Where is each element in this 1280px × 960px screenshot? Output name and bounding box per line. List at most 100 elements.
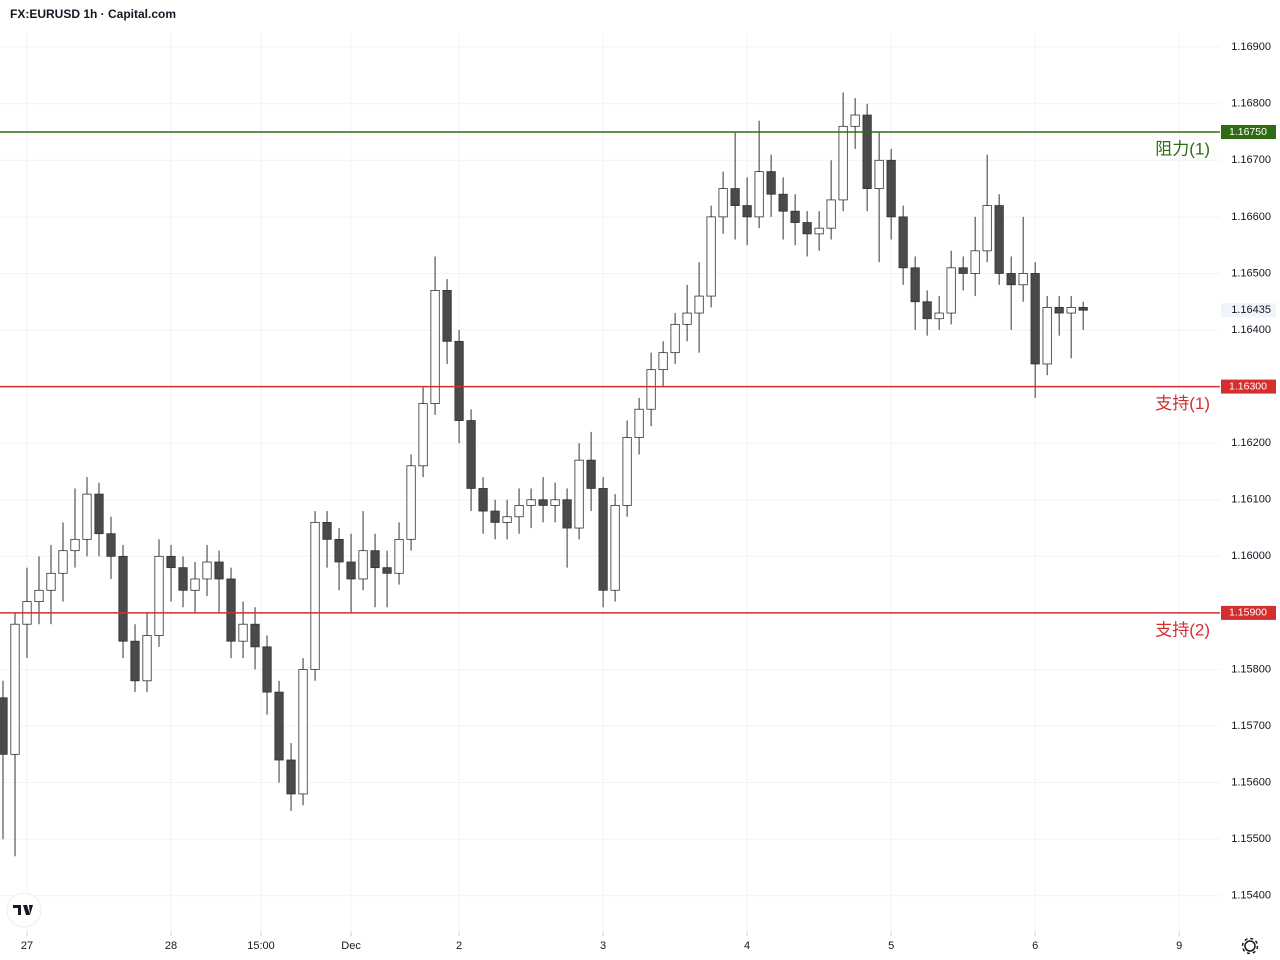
x-tick-label: 5 — [888, 940, 894, 952]
x-tick-label: 4 — [744, 940, 750, 952]
candle-body — [778, 193, 788, 212]
candle-body — [670, 323, 680, 354]
candle-body — [502, 516, 512, 523]
candle-body — [58, 550, 68, 574]
candle-body — [982, 205, 992, 252]
candle-body — [730, 188, 740, 206]
candle-body — [466, 420, 476, 489]
x-tick-label: 15:00 — [247, 940, 275, 952]
x-tick-label: 2 — [456, 940, 462, 952]
candle-body — [298, 669, 308, 795]
candle-body — [358, 550, 368, 580]
candle-body — [94, 493, 104, 535]
x-tick-label: 6 — [1032, 940, 1038, 952]
candle-body — [574, 459, 584, 529]
candle-body — [958, 267, 968, 274]
x-tick-label: 27 — [21, 940, 33, 952]
candle-body — [526, 499, 536, 506]
grid: 1.15400 1.15500 1.15600 1.15700 1.15800 1.159… — [0, 33, 1271, 952]
last-price-tag — [1221, 303, 1276, 318]
candle-body — [322, 521, 332, 540]
candle-body — [826, 199, 836, 229]
candle-body — [562, 499, 572, 529]
x-tick-label: Dec — [341, 940, 361, 952]
candle-body — [910, 267, 920, 303]
y-tick-label: 1.16500 — [1231, 267, 1271, 279]
candle-body — [994, 205, 1004, 274]
candle-body — [370, 550, 380, 569]
tv-logo — [6, 892, 42, 928]
candle-body — [634, 408, 644, 438]
y-tick-label: 1.15600 — [1231, 777, 1271, 789]
y-tick-label: 1.16400 — [1231, 324, 1271, 336]
candle-body — [1078, 306, 1088, 311]
y-tick-label: 1.16100 — [1231, 494, 1271, 506]
candle-body — [190, 578, 200, 591]
x-tick-label: 3 — [600, 940, 606, 952]
candle-body — [754, 171, 764, 218]
candle-body — [166, 555, 176, 569]
candle-body — [442, 290, 452, 342]
candle-body — [202, 561, 212, 580]
candle-body — [706, 216, 716, 297]
candle-body — [586, 459, 596, 489]
candle-body — [70, 538, 80, 552]
candle-body — [598, 488, 608, 591]
level-name: 支持(1) — [1155, 394, 1210, 413]
y-tick-label: 1.15500 — [1231, 833, 1271, 845]
candle-body — [946, 267, 956, 314]
candle-body — [334, 538, 344, 563]
y-tick-label: 1.16900 — [1231, 41, 1271, 53]
y-tick-label: 1.16700 — [1231, 154, 1271, 166]
settings-icon[interactable] — [1241, 937, 1259, 955]
candle-body — [250, 623, 260, 648]
candle-body — [10, 623, 20, 755]
candle-body — [346, 561, 356, 580]
y-tick-label: 1.16800 — [1231, 98, 1271, 110]
candle-body — [850, 114, 860, 127]
candle-body — [154, 555, 164, 636]
candle-body — [394, 538, 404, 574]
candle-body — [970, 250, 980, 274]
candle-body — [1018, 273, 1028, 286]
candle-body — [478, 488, 488, 512]
y-tick-label: 1.16600 — [1231, 211, 1271, 223]
candle-body — [1042, 306, 1052, 365]
candle-body — [814, 227, 824, 235]
level-name: 阻力(1) — [1155, 139, 1210, 158]
x-tick-label: 9 — [1176, 940, 1182, 952]
last-price-label: 1.16435 — [1231, 304, 1271, 316]
y-tick-label: 1.15400 — [1231, 890, 1271, 902]
candle-body — [118, 555, 128, 642]
candle-body — [214, 561, 224, 580]
candle-body — [718, 188, 728, 218]
level-price: 1.16300 — [1229, 380, 1267, 392]
candle-body — [490, 510, 500, 523]
candle-body — [46, 572, 56, 591]
candle-body — [82, 493, 92, 540]
y-tick-label: 1.15800 — [1231, 663, 1271, 675]
candle-body — [238, 623, 248, 642]
candle-body — [418, 403, 428, 467]
y-tick-label: 1.16200 — [1231, 437, 1271, 449]
candle-body — [34, 589, 44, 602]
candle-body — [130, 640, 140, 682]
y-tick-label: 1.15700 — [1231, 720, 1271, 732]
candle-body — [790, 210, 800, 223]
candle-body — [658, 352, 668, 371]
candle-body — [406, 465, 416, 540]
candles — [0, 92, 1088, 857]
candle-body — [646, 369, 656, 410]
level-tag — [1221, 125, 1276, 140]
candle-body — [862, 114, 872, 189]
candle-body — [274, 691, 284, 761]
candle-body — [538, 499, 548, 506]
candle-body — [874, 159, 884, 189]
candle-body — [838, 125, 848, 201]
x-tick-label: 28 — [165, 940, 177, 952]
candle-body — [802, 222, 812, 235]
candle-body — [898, 216, 908, 269]
candle-body — [1030, 273, 1040, 365]
candle-body — [886, 159, 896, 218]
annotations: 1.16750 阻力(1) 1.16300 支持(1) 1.15900 支持(2) 1.16… — [0, 125, 1276, 639]
